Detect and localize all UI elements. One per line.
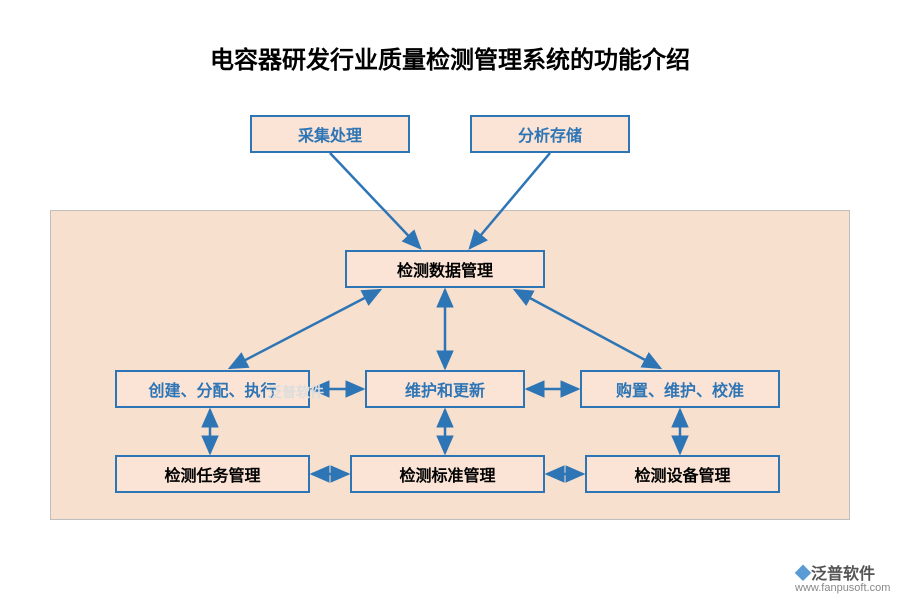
node-purchase: 购置、维护、校准 — [580, 370, 780, 408]
watermark-url: www.fanpusoft.com — [795, 582, 890, 594]
node-label: 创建、分配、执行 — [148, 377, 276, 401]
node-label: 购置、维护、校准 — [616, 377, 744, 401]
node-label: 采集处理 — [298, 122, 362, 146]
node-collect: 采集处理 — [250, 115, 410, 153]
node-createexec: 创建、分配、执行 — [115, 370, 310, 408]
node-maintain: 维护和更新 — [365, 370, 525, 408]
node-taskmgmt: 检测任务管理 — [115, 455, 310, 493]
watermark-logo-icon: ◆ — [795, 566, 811, 583]
node-label: 检测任务管理 — [164, 462, 260, 486]
node-stdmgmt: 检测标准管理 — [350, 455, 545, 493]
node-label: 检测设备管理 — [634, 462, 730, 486]
watermark-brand: ◆泛普软件 — [795, 560, 875, 584]
node-analyze: 分析存储 — [470, 115, 630, 153]
watermark-brand-text: 泛普软件 — [811, 566, 875, 583]
node-label: 检测数据管理 — [397, 257, 493, 281]
node-label: 分析存储 — [518, 122, 582, 146]
node-devmgmt: 检测设备管理 — [585, 455, 780, 493]
node-datamgmt: 检测数据管理 — [345, 250, 545, 288]
page-title: 电容器研发行业质量检测管理系统的功能介绍 — [0, 40, 900, 75]
node-label: 维护和更新 — [405, 377, 485, 401]
node-label: 检测标准管理 — [399, 462, 495, 486]
